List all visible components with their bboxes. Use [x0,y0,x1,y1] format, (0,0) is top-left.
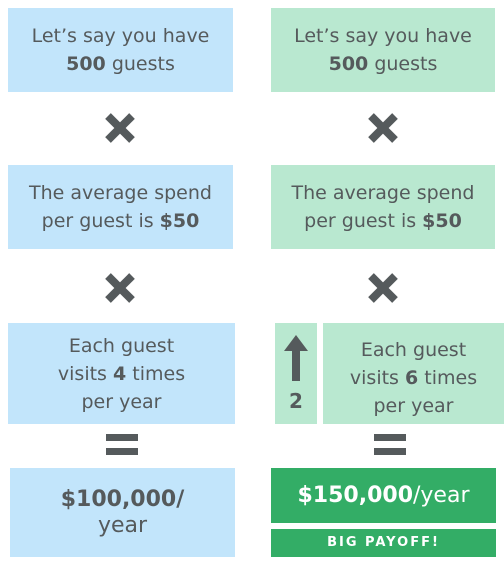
right-result-box: $150,000/year [271,468,496,523]
right-visits-number: 6 [405,366,419,389]
right-guests-box: Let’s say you have 500 guests [271,8,495,92]
left-visits-prefix: visits [57,362,107,385]
left-guests-line2: 500 guests [66,50,175,78]
right-spend-line1: The average spend [291,182,475,204]
right-result-unit: /year [413,482,470,508]
left-visits-line1: Each guest [68,334,175,357]
right-spend-line2: per guest is $50 [304,207,462,235]
right-guests-number: 500 [328,53,369,75]
left-spend-line2: per guest is $50 [42,207,200,235]
multiply-icon [100,268,140,308]
left-result-unit: year [97,512,148,538]
equals-icon [370,428,410,468]
increase-indicator: 2 [275,323,317,424]
equals-icon [102,428,142,468]
right-visits-line3: per year [373,394,454,417]
right-guests-unit: guests [374,53,438,75]
arrow-up-icon [284,334,308,385]
right-result-line: $150,000/year [297,483,469,509]
left-visits-line2: visits 4 times [58,360,185,388]
right-visits-box: Each guest visits 6 times per year [323,323,504,424]
left-guests-unit: guests [111,53,175,75]
left-guests-number: 500 [66,53,106,75]
big-payoff-label: BIG PAYOFF! [327,535,440,550]
left-guests-line1: Let’s say you have [31,25,210,47]
right-guests-line1: Let’s say you have [294,25,472,47]
right-visits-line2: visits 6 times [350,364,477,392]
big-payoff-banner: BIG PAYOFF! [271,529,496,557]
multiply-icon [100,108,140,148]
left-spend-prefix: per guest is [41,210,154,232]
right-spend-prefix: per guest is [304,210,417,232]
left-spend-box: The average spend per guest is $50 [8,165,233,249]
left-result-amount: $100,000 [60,486,177,512]
increase-amount: 2 [289,388,303,413]
multiply-icon [363,108,403,148]
multiply-icon [363,268,403,308]
left-guests-box: Let’s say you have 500 guests [8,8,233,92]
left-visits-suffix: times [132,362,186,385]
right-result-amount: $150,000 [297,482,413,508]
left-result-line1: $100,000/ [61,487,185,513]
right-spend-amount: $50 [422,210,462,232]
right-visits-prefix: visits [349,366,399,389]
right-visits-suffix: times [424,366,478,389]
left-visits-line3: per year [81,390,162,413]
left-spend-amount: $50 [159,210,200,232]
left-result-box: $100,000/ year [10,468,235,557]
right-visits-line1: Each guest [360,338,467,361]
right-guests-line2: 500 guests [329,50,438,78]
left-result-slash: / [176,486,185,512]
right-spend-box: The average spend per guest is $50 [271,165,495,249]
left-visits-number: 4 [113,362,127,385]
left-spend-line1: The average spend [29,182,212,204]
left-visits-box: Each guest visits 4 times per year [8,323,235,424]
